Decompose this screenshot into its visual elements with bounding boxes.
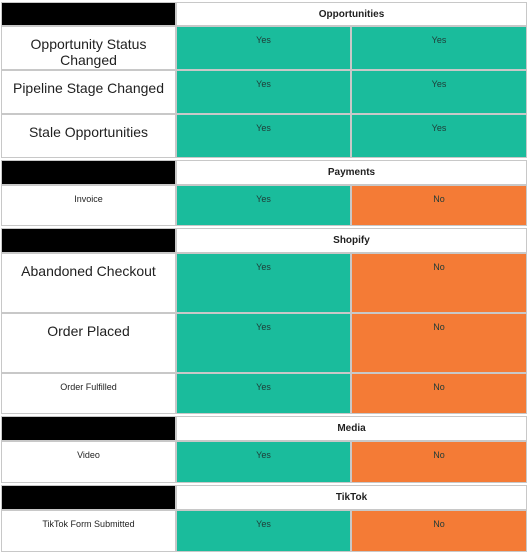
section-header-blank-opportunities: [1, 2, 176, 26]
value-cell-col1: Yes: [176, 26, 351, 70]
row-label: Invoice: [1, 185, 176, 226]
value-cell-col1: Yes: [176, 185, 351, 226]
section-title-opportunities: Opportunities: [176, 2, 527, 26]
value-cell-col1: Yes: [176, 510, 351, 552]
section-title-tiktok: TikTok: [176, 485, 527, 510]
row-label: Stale Opportunities: [1, 114, 176, 158]
value-cell-col2: Yes: [351, 114, 527, 158]
value-cell-col1: Yes: [176, 313, 351, 373]
value-cell-col2: No: [351, 441, 527, 483]
value-cell-col2: No: [351, 185, 527, 226]
section-title-shopify: Shopify: [176, 228, 527, 253]
value-cell-col2: Yes: [351, 26, 527, 70]
section-title-media: Media: [176, 416, 527, 441]
value-cell-col2: No: [351, 313, 527, 373]
value-cell-col1: Yes: [176, 441, 351, 483]
value-cell-col1: Yes: [176, 70, 351, 114]
value-cell-col1: Yes: [176, 114, 351, 158]
section-header-blank-tiktok: [1, 485, 176, 510]
value-cell-col1: Yes: [176, 373, 351, 414]
row-label: Order Placed: [1, 313, 176, 373]
row-label: Abandoned Checkout: [1, 253, 176, 313]
row-label: Video: [1, 441, 176, 483]
value-cell-col2: No: [351, 510, 527, 552]
section-header-blank-media: [1, 416, 176, 441]
row-label: Opportunity Status Changed: [1, 26, 176, 70]
value-cell-col2: No: [351, 253, 527, 313]
value-cell-col2: No: [351, 373, 527, 414]
row-label: Pipeline Stage Changed: [1, 70, 176, 114]
value-cell-col2: Yes: [351, 70, 527, 114]
section-title-payments: Payments: [176, 160, 527, 185]
section-header-blank-shopify: [1, 228, 176, 253]
row-label: TikTok Form Submitted: [1, 510, 176, 552]
section-header-blank-payments: [1, 160, 176, 185]
value-cell-col1: Yes: [176, 253, 351, 313]
row-label: Order Fulfilled: [1, 373, 176, 414]
